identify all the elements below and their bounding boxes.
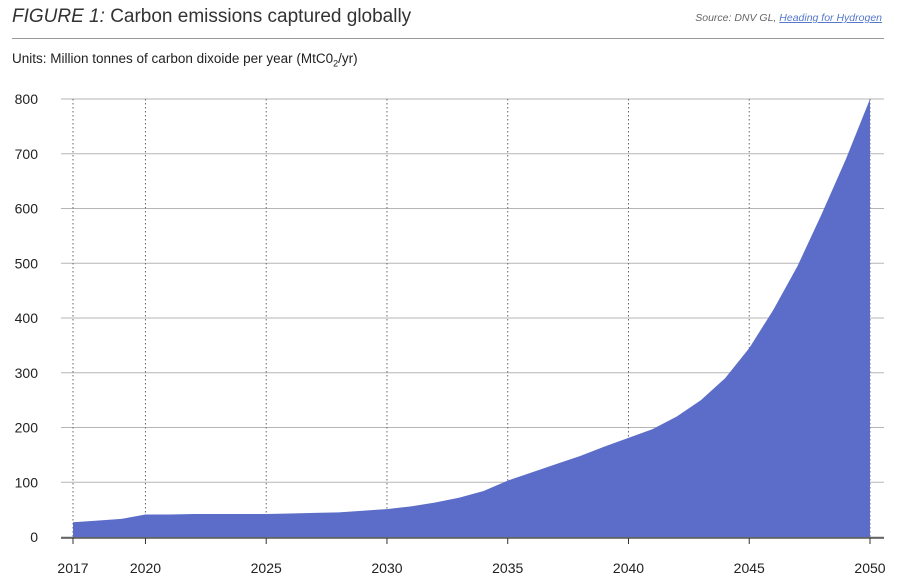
x-tick-label-2030: 2030 — [371, 560, 402, 576]
x-tick-label-2020: 2020 — [130, 560, 161, 576]
x-tick-label-2045: 2045 — [734, 560, 765, 576]
y-tick-label-100: 100 — [15, 474, 39, 490]
figure-label: FIGURE 1: — [12, 6, 105, 27]
units-text: Units: Million tonnes of carbon dixoide … — [12, 51, 334, 66]
x-tick-label-2050: 2050 — [854, 560, 885, 576]
x-tick-label-2035: 2035 — [492, 560, 523, 576]
axes — [61, 537, 884, 544]
y-tick-label-400: 400 — [15, 310, 39, 326]
figure-header: FIGURE 1: Carbon emissions captured glob… — [12, 4, 884, 39]
units-text-tail: /yr) — [338, 51, 358, 66]
source-prefix: Source: DNV GL, — [695, 12, 780, 24]
y-tick-label-300: 300 — [15, 365, 39, 381]
emissions-area — [73, 99, 870, 537]
figure-title-text: Carbon emissions captured globally — [110, 6, 412, 27]
y-tick-label-0: 0 — [30, 529, 38, 545]
y-tick-label-700: 700 — [15, 146, 39, 162]
units-label: Units: Million tonnes of carbon dixoide … — [12, 51, 358, 69]
y-tick-label-800: 800 — [15, 91, 39, 107]
y-tick-label-600: 600 — [15, 201, 39, 217]
source-credit: Source: DNV GL, Heading for Hydrogen — [695, 12, 882, 24]
x-tick-label-2025: 2025 — [251, 560, 282, 576]
y-tick-labels: 0 100 200 300 400 500 600 700 800 — [15, 91, 39, 545]
source-link[interactable]: Heading for Hydrogen — [779, 12, 882, 24]
y-tick-label-500: 500 — [15, 255, 39, 271]
x-tick-labels: 2017 2020 2025 2030 2035 2040 2045 2050 — [57, 560, 885, 576]
units-subscript: 2 — [333, 58, 339, 69]
x-tick-label-2017: 2017 — [57, 560, 88, 576]
y-tick-label-200: 200 — [15, 420, 39, 436]
figure-title: FIGURE 1: Carbon emissions captured glob… — [12, 6, 411, 28]
x-tick-label-2040: 2040 — [613, 560, 644, 576]
